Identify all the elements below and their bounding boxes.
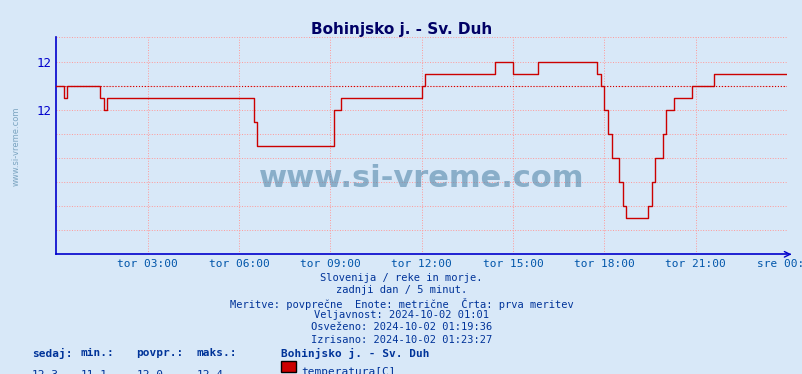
Text: maks.:: maks.: — [196, 348, 237, 358]
Text: Slovenija / reke in morje.: Slovenija / reke in morje. — [320, 273, 482, 283]
Text: povpr.:: povpr.: — [136, 348, 184, 358]
Text: Izrisano: 2024-10-02 01:23:27: Izrisano: 2024-10-02 01:23:27 — [310, 335, 492, 345]
Text: zadnji dan / 5 minut.: zadnji dan / 5 minut. — [335, 285, 467, 295]
Text: sedaj:: sedaj: — [32, 348, 72, 359]
Text: Bohinjsko j. - Sv. Duh: Bohinjsko j. - Sv. Duh — [310, 22, 492, 37]
Text: Bohinjsko j. - Sv. Duh: Bohinjsko j. - Sv. Duh — [281, 348, 429, 359]
Text: min.:: min.: — [80, 348, 114, 358]
Text: Meritve: povprečne  Enote: metrične  Črta: prva meritev: Meritve: povprečne Enote: metrične Črta:… — [229, 298, 573, 310]
Text: 12,4: 12,4 — [196, 370, 224, 374]
Text: Osveženo: 2024-10-02 01:19:36: Osveženo: 2024-10-02 01:19:36 — [310, 322, 492, 332]
Text: Veljavnost: 2024-10-02 01:01: Veljavnost: 2024-10-02 01:01 — [314, 310, 488, 320]
Text: www.si-vreme.com: www.si-vreme.com — [258, 164, 584, 193]
Text: 11,1: 11,1 — [80, 370, 107, 374]
Text: 12,0: 12,0 — [136, 370, 164, 374]
Text: www.si-vreme.com: www.si-vreme.com — [11, 106, 21, 186]
Text: 12,3: 12,3 — [32, 370, 59, 374]
Text: temperatura[C]: temperatura[C] — [301, 367, 395, 374]
